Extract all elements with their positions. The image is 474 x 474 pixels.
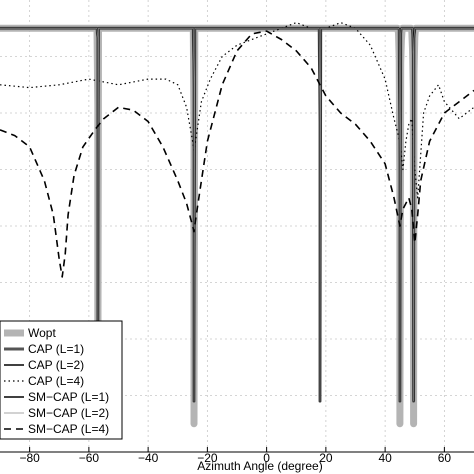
x-tick-label: 60 — [438, 451, 452, 465]
series-line — [0, 22, 474, 199]
plot-curves — [0, 22, 474, 428]
series-line — [0, 30, 474, 278]
legend-label: Wopt — [28, 326, 56, 340]
x-axis-title: Azimuth Angle (degree) — [197, 459, 322, 473]
legend-label: CAP (L=1) — [28, 342, 84, 356]
x-tick-label: −80 — [19, 451, 40, 465]
legend-label: SM−CAP (L=1) — [28, 390, 109, 404]
legend-label: SM−CAP (L=4) — [28, 422, 109, 436]
series-line — [0, 27, 474, 402]
x-tick-label: −60 — [79, 451, 100, 465]
x-tick-label: −20 — [197, 451, 218, 465]
legend: Wopt CAP (L=1) CAP (L=2) CAP (L=4) SM−CAP (L… — [0, 320, 123, 440]
legend-box — [0, 320, 123, 440]
x-tick-label: 40 — [378, 451, 392, 465]
grid — [0, 0, 474, 452]
x-tick-label: 0 — [263, 451, 270, 465]
legend-label: SM−CAP (L=2) — [28, 406, 109, 420]
legend-label: CAP (L=4) — [28, 374, 84, 388]
x-tick-label: 20 — [319, 451, 333, 465]
x-tick-label: −40 — [138, 451, 159, 465]
x-ticks: −80 −60 −40 −20 0 20 40 60 — [19, 447, 451, 465]
legend-label: CAP (L=2) — [28, 358, 84, 372]
